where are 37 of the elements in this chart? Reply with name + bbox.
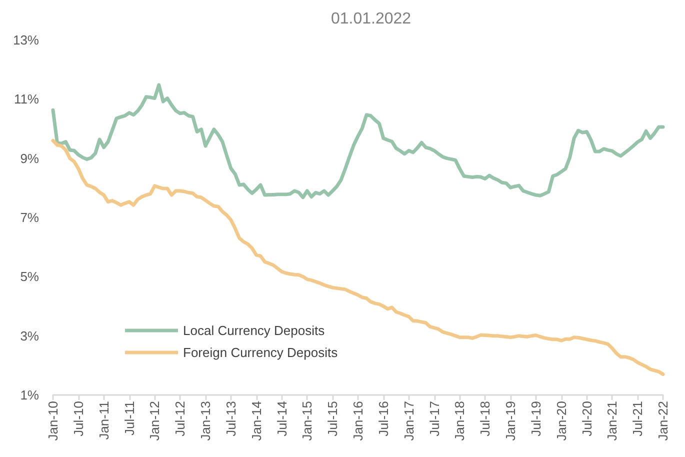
- y-tick-label: 1%: [20, 388, 40, 402]
- x-tick-label: Jan-21: [604, 401, 620, 441]
- chart-title: 01.01.2022: [330, 10, 412, 28]
- y-tick-label: 11%: [14, 92, 40, 107]
- x-tick-label: Jul-17: [426, 401, 442, 436]
- x-tick-label: Jan-17: [401, 401, 416, 441]
- x-tick-label: Jul-12: [172, 401, 188, 436]
- x-tick-label: Jul-21: [630, 401, 646, 436]
- x-tick-label: Jul-14: [274, 401, 290, 436]
- x-tick-label: Jan-22: [656, 401, 670, 441]
- x-tick-label: Jan-16: [350, 401, 366, 441]
- y-tick-label: 3%: [20, 328, 40, 344]
- x-tick-label: Jul-10: [70, 401, 86, 436]
- y-tick-label: 7%: [20, 210, 40, 225]
- x-tick-label: Jan-14: [248, 401, 264, 441]
- x-tick-label: Jul-15: [325, 401, 340, 436]
- x-tick-label: Jul-11: [122, 401, 137, 436]
- x-tick-label: Jan-20: [554, 401, 569, 441]
- x-tick-label: Jul-16: [376, 401, 391, 436]
- x-tick-label: Jan-18: [452, 401, 468, 441]
- y-tick-label: 9%: [20, 150, 40, 166]
- x-tick-label: Jan-10: [46, 401, 60, 441]
- x-tick-label: Jan-13: [198, 401, 213, 441]
- x-tick-label: Jan-12: [147, 401, 162, 441]
- x-tick-label: Jul-13: [223, 401, 238, 436]
- x-tick-label: Jul-20: [579, 401, 594, 436]
- x-tick-label: Jan-19: [503, 401, 518, 441]
- y-tick-label: 5%: [20, 269, 40, 284]
- y-tick-label: 13%: [12, 32, 40, 48]
- line-series: [51, 83, 665, 200]
- legend-label: Foreign Currency Deposits: [183, 345, 338, 360]
- x-tick-label: Jan-15: [300, 401, 315, 441]
- legend-label: Local Currency Deposits: [183, 323, 326, 338]
- x-tick-label: Jan-11: [96, 401, 112, 440]
- x-tick-label: Jul-18: [478, 401, 493, 436]
- x-tick-label: Jul-19: [528, 401, 544, 436]
- line-series: [51, 138, 665, 376]
